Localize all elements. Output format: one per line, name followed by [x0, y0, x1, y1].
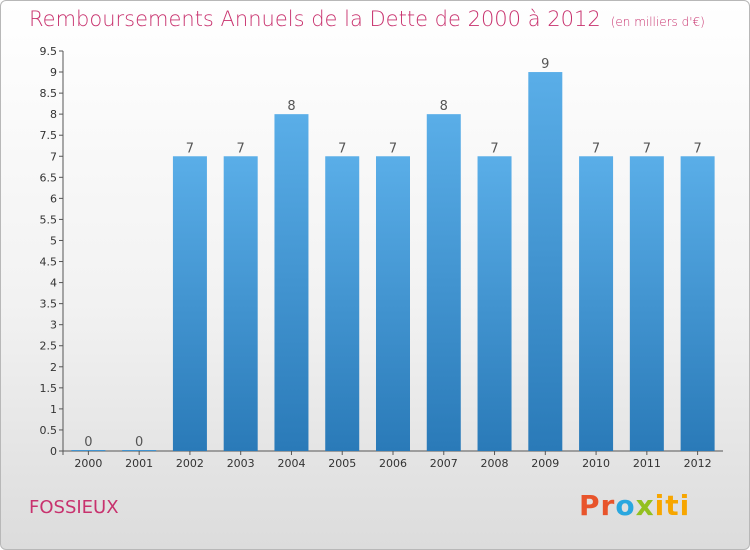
data-label: 8 [440, 99, 448, 114]
data-label: 7 [338, 141, 346, 156]
bar [426, 114, 461, 451]
y-tick-label: 3 [50, 319, 57, 332]
x-tick-label: 2010 [582, 457, 610, 470]
x-tick-label: 2007 [430, 457, 458, 470]
bar [477, 156, 512, 451]
x-tick-label: 2001 [125, 457, 153, 470]
y-tick-label: 5.5 [40, 213, 58, 226]
bar [325, 156, 360, 451]
x-tick-label: 2008 [481, 457, 509, 470]
bar [274, 114, 309, 451]
city-name: FOSSIEUX [29, 497, 119, 518]
data-label: 8 [287, 99, 295, 114]
data-label: 7 [643, 141, 651, 156]
y-tick-label: 1.5 [40, 382, 58, 395]
data-label: 0 [84, 435, 92, 450]
x-tick-label: 2005 [328, 457, 356, 470]
y-tick-label: 6.5 [40, 171, 58, 184]
data-label: 7 [490, 141, 498, 156]
y-tick-label: 7 [50, 150, 57, 163]
x-tick-label: 2011 [633, 457, 661, 470]
y-tick-label: 9.5 [40, 45, 58, 58]
y-tick-label: 2 [50, 361, 57, 374]
bar [629, 156, 664, 451]
x-tick-label: 2004 [277, 457, 305, 470]
y-tick-label: 0 [50, 445, 57, 458]
data-label: 7 [389, 141, 397, 156]
y-tick-label: 6 [50, 192, 57, 205]
chart-title: Remboursements Annuels de la Dette de 20… [29, 7, 705, 31]
y-tick-label: 3.5 [40, 298, 58, 311]
data-label: 7 [592, 141, 600, 156]
x-tick-label: 2012 [684, 457, 712, 470]
proxiti-logo: Proxiti [579, 489, 691, 522]
data-label: 7 [237, 141, 245, 156]
bar [172, 156, 207, 451]
chart-unit: (en milliers d'€) [610, 15, 705, 29]
y-tick-label: 4 [50, 277, 57, 290]
data-label: 0 [135, 435, 143, 450]
x-tick-label: 2000 [74, 457, 102, 470]
y-tick-label: 7.5 [40, 129, 58, 142]
y-tick-label: 5 [50, 234, 57, 247]
data-label: 7 [186, 141, 194, 156]
bar [223, 156, 258, 451]
bar [71, 450, 106, 451]
bar [528, 72, 563, 451]
bar [376, 156, 410, 451]
data-label: 9 [541, 57, 549, 72]
x-tick-label: 2009 [531, 457, 559, 470]
y-tick-label: 9 [50, 66, 57, 79]
y-tick-label: 1 [50, 403, 57, 416]
x-tick-label: 2006 [379, 457, 407, 470]
x-tick-label: 2003 [227, 457, 255, 470]
y-tick-label: 8.5 [40, 87, 58, 100]
bar [579, 156, 614, 451]
chart-title-text: Remboursements Annuels de la Dette de 20… [29, 7, 601, 31]
x-tick-label: 2002 [176, 457, 204, 470]
data-label: 7 [693, 141, 701, 156]
bar [680, 156, 715, 451]
y-tick-label: 2.5 [40, 340, 58, 353]
y-tick-label: 4.5 [40, 256, 58, 269]
bar [122, 450, 157, 451]
y-tick-label: 0.5 [40, 424, 58, 437]
y-tick-label: 8 [50, 108, 57, 121]
